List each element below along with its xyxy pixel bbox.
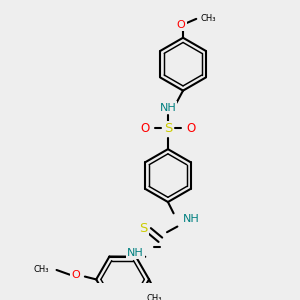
Text: NH: NH — [127, 248, 143, 258]
Text: O: O — [141, 122, 150, 135]
Text: O: O — [71, 270, 80, 280]
Text: CH₃: CH₃ — [146, 294, 161, 300]
Text: NH: NH — [160, 103, 176, 112]
Text: S: S — [164, 122, 172, 135]
Text: CH₃: CH₃ — [34, 266, 49, 274]
Text: CH₃: CH₃ — [201, 14, 217, 23]
Text: O: O — [177, 20, 185, 29]
Text: O: O — [186, 122, 195, 135]
Text: NH: NH — [183, 214, 200, 224]
Text: S: S — [139, 222, 148, 235]
